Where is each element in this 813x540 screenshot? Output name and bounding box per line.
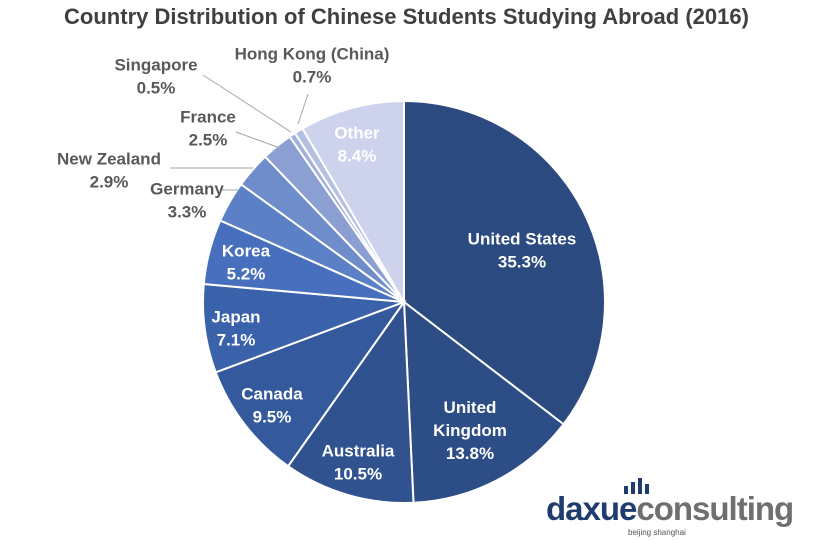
chart-title: Country Distribution of Chinese Students… [64,4,749,29]
category-label-japan: Japan [211,308,260,327]
category-label-korea: Korea [222,242,271,261]
value-label-japan: 7.1% [217,331,256,350]
value-label-hong-kong-china: 0.7% [293,68,332,87]
pie-slices [202,99,606,504]
value-label-other: 8.4% [338,147,377,166]
logo-wordmark: daxueconsulting [546,490,794,528]
category-label-united-kingdom: Kingdom [433,421,507,440]
logo-word-daxue: daxue [546,490,637,527]
leader-line-france [235,131,281,149]
pie-slice-canada [214,299,407,468]
category-label-germany: Germany [150,180,224,199]
category-label-hong-kong-china: Hong Kong (China) [235,45,390,64]
category-label-australia: Australia [322,442,395,461]
daxue-consulting-logo: daxueconsulting beijing shanghai [546,478,796,538]
category-label-france: France [180,108,236,127]
value-label-korea: 5.2% [227,265,266,284]
category-label-united-states: United States [468,230,577,249]
category-label-united-kingdom: United [444,398,497,417]
data-labels: United States 35.3% United Kingdom 13.8% Aust… [57,45,576,484]
logo-bars-icon [624,478,649,494]
pie-slice-other [301,99,405,306]
pie-slice-australia [286,299,415,504]
value-label-united-kingdom: 13.8% [446,444,494,463]
value-label-singapore: 0.5% [137,79,176,98]
leader-line-hong-kong-china [297,93,309,125]
value-label-france: 2.5% [189,131,228,150]
pie-slice-united-states [403,99,606,426]
logo-word-consulting: consulting [636,490,794,527]
pie-slice-united-kingdom [402,299,565,504]
value-label-united-states: 35.3% [498,253,546,272]
value-label-australia: 10.5% [334,465,382,484]
leader-lines [170,74,309,191]
value-label-new-zealand: 2.9% [90,173,129,192]
category-label-singapore: Singapore [114,56,197,75]
value-label-canada: 9.5% [253,408,292,427]
category-label-canada: Canada [241,385,303,404]
category-label-new-zealand: New Zealand [57,150,161,169]
value-label-germany: 3.3% [168,203,207,222]
logo-subtitle: beijing shanghai [628,528,686,537]
leader-line-singapore [202,74,292,133]
category-label-other: Other [334,124,380,143]
